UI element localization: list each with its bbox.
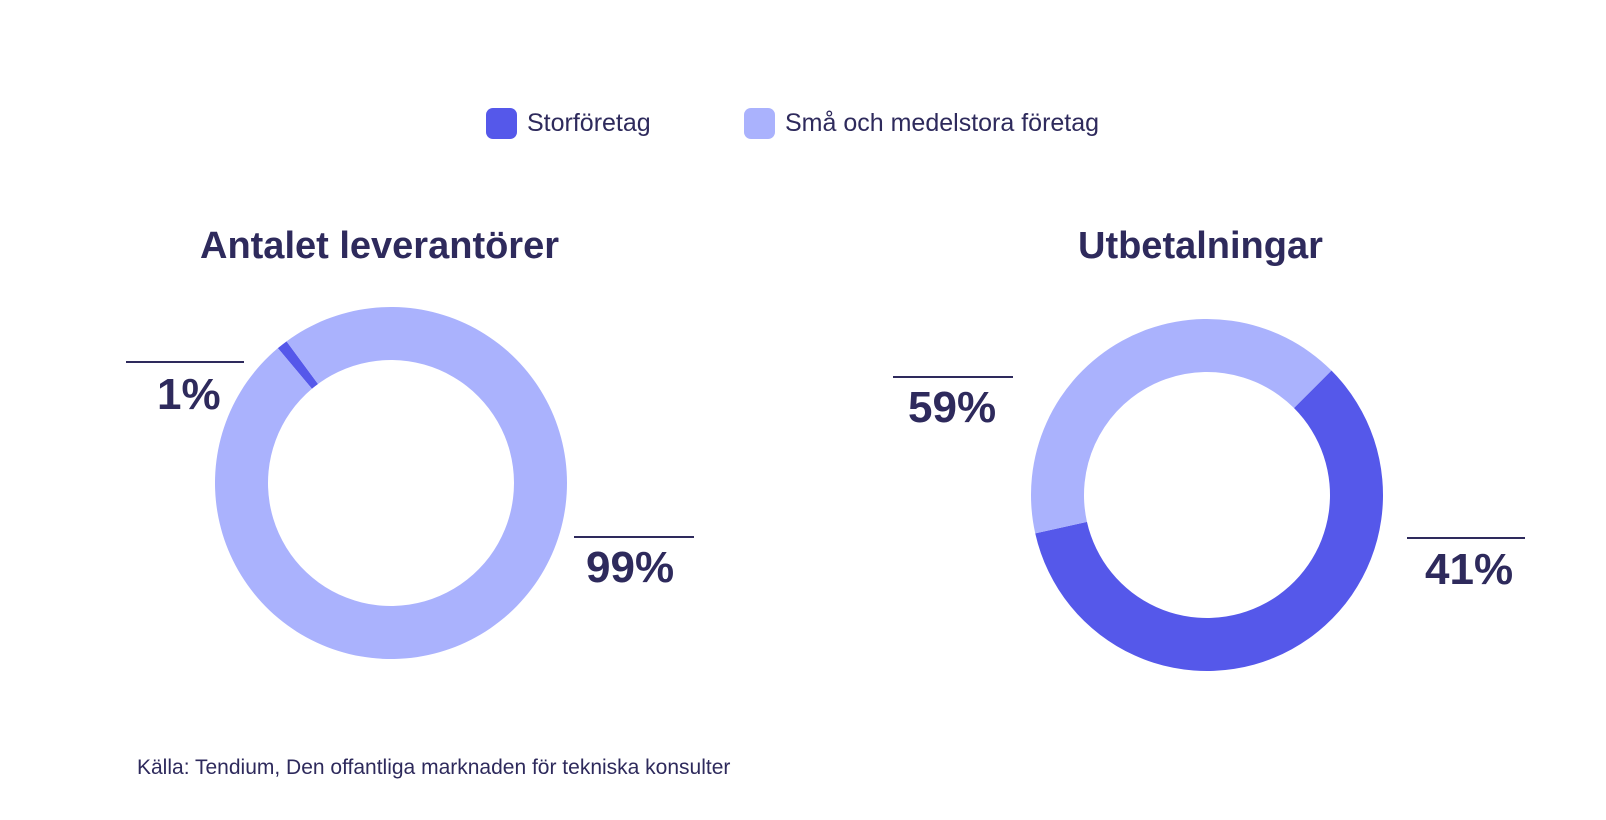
legend-swatch-small-medium-companies bbox=[744, 107, 775, 139]
donut-slice-payments-small bbox=[1031, 319, 1332, 534]
donut-slice-payments-large bbox=[1035, 370, 1384, 671]
pct-label-payments-small: 41% bbox=[1425, 545, 1514, 594]
legend-item-small-medium-companies: Små och medelstora företag bbox=[744, 103, 1099, 143]
label-rule-payments-small bbox=[1407, 537, 1525, 539]
pct-label-payments-large: 59% bbox=[908, 383, 997, 432]
pct-label-suppliers-large: 1% bbox=[157, 370, 221, 419]
label-rule-suppliers-large bbox=[126, 361, 244, 363]
legend-swatch-large-companies bbox=[486, 107, 517, 139]
legend-item-large-companies: Storföretag bbox=[486, 103, 651, 143]
pct-label-suppliers-small: 99% bbox=[586, 543, 675, 592]
donut-slice-suppliers-large bbox=[277, 341, 319, 389]
legend-label-small-medium-companies: Små och medelstora företag bbox=[785, 108, 1100, 137]
legend: Storföretag Små och medelstora företag bbox=[0, 103, 1606, 143]
donut-slice-suppliers-small bbox=[214, 307, 568, 659]
source-note: Källa: Tendium, Den offantliga marknaden… bbox=[137, 756, 731, 779]
chart-title-payments: Utbetalningar bbox=[1078, 225, 1323, 267]
legend-label-large-companies: Storföretag bbox=[527, 108, 651, 137]
label-rule-suppliers-small bbox=[574, 536, 694, 538]
chart-title-suppliers: Antalet leverantörer bbox=[200, 225, 560, 267]
label-rule-payments-large bbox=[893, 376, 1013, 378]
